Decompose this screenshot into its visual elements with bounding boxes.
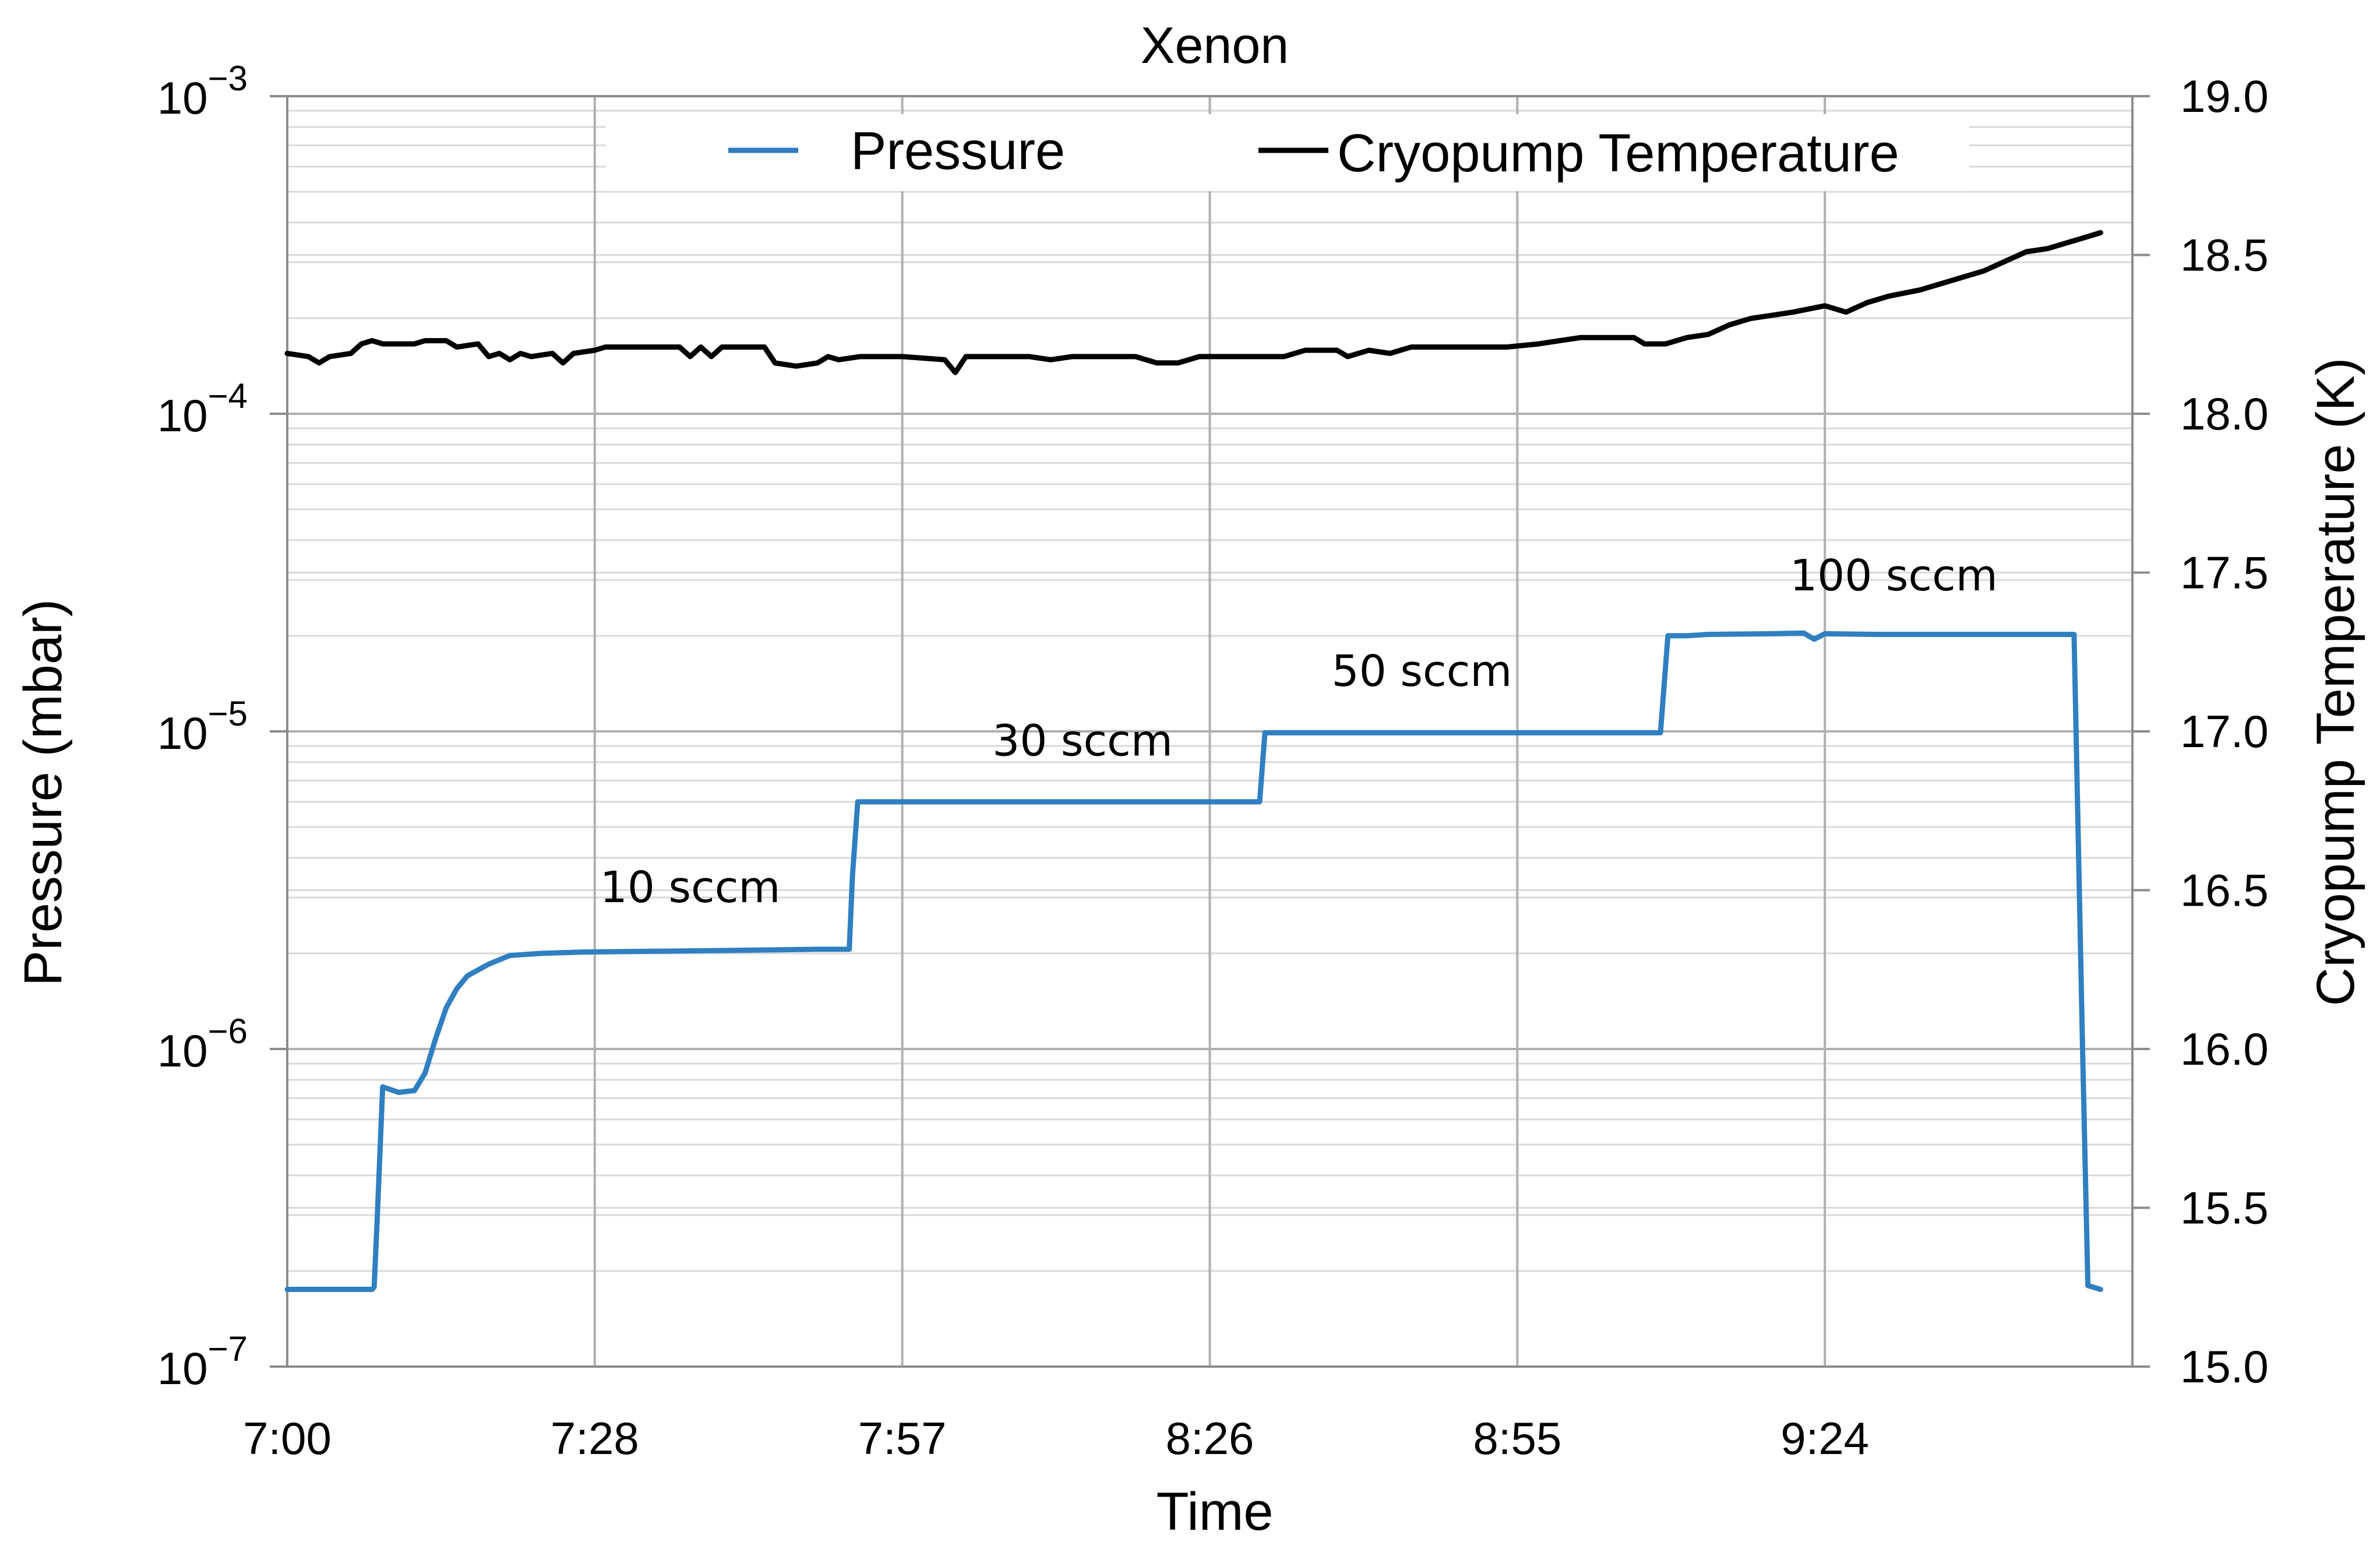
y-axis-title-left: Pressure (mbar) — [13, 599, 73, 987]
y-left-tick-exponent: −7 — [208, 1329, 248, 1368]
legend: Pressure Cryopump Temperature — [606, 114, 1969, 191]
x-tick-label: 7:28 — [551, 1413, 639, 1464]
y-left-tick-exponent: −6 — [208, 1012, 248, 1051]
y-right-tick-label: 15.5 — [2180, 1182, 2269, 1234]
y-axis-title-right: Cryopump Temperature (K) — [2306, 358, 2365, 1006]
y-right-tick-label: 16.0 — [2180, 1023, 2269, 1075]
annotation-layer: 10 sccm 30 sccm 50 sccm 100 sccm — [600, 551, 1998, 913]
y-right-tick-label: 18.5 — [2180, 230, 2269, 281]
y-left-tick-label: 10−7 — [157, 1329, 248, 1394]
axis-ticks — [270, 95, 2150, 1368]
x-tick-label: 9:24 — [1780, 1413, 1869, 1464]
y-right-tick-label: 17.5 — [2180, 547, 2269, 599]
temperature-series-line — [284, 230, 2103, 375]
x-tick-label: 8:55 — [1473, 1413, 1561, 1464]
y-left-tick-label: 10−4 — [157, 376, 248, 441]
x-tick-label: 8:26 — [1166, 1413, 1254, 1464]
y-right-tick-labels: 15.0 15.5 16.0 16.5 17.0 17.5 18.0 18.5 19.0 — [2180, 71, 2269, 1392]
series-layer — [284, 230, 2103, 1292]
y-left-tick-base: 10 — [157, 1343, 208, 1394]
y-left-tick-exponent: −3 — [208, 59, 248, 98]
y-left-tick-base: 10 — [157, 1025, 208, 1076]
y-left-tick-exponent: −4 — [208, 376, 248, 416]
flow-rate-annotation: 10 sccm — [600, 862, 781, 913]
y-left-tick-labels: 10−710−610−510−410−3 — [157, 59, 248, 1394]
x-tick-label: 7:00 — [243, 1413, 332, 1464]
flow-rate-annotation: 30 sccm — [992, 716, 1173, 766]
y-right-tick-label: 17.0 — [2180, 706, 2269, 757]
x-tick-labels: 7:00 7:28 7:57 8:26 8:55 9:24 — [243, 1413, 1869, 1464]
flow-rate-annotation: 100 sccm — [1790, 551, 1998, 601]
y-left-tick-exponent: −5 — [208, 694, 248, 733]
x-axis-title: Time — [1156, 1482, 1273, 1541]
y-left-tick-base: 10 — [157, 707, 208, 759]
x-tick-label: 7:57 — [858, 1413, 947, 1464]
y-left-tick-base: 10 — [157, 390, 208, 441]
y-left-tick-label: 10−6 — [157, 1012, 248, 1076]
legend-label-temperature: Cryopump Temperature — [1337, 124, 1899, 183]
y-left-tick-base: 10 — [157, 72, 208, 124]
y-left-tick-label: 10−3 — [157, 59, 248, 124]
y-right-tick-label: 18.0 — [2180, 388, 2269, 439]
chart-title: Xenon — [1141, 16, 1289, 74]
flow-rate-annotation: 50 sccm — [1332, 646, 1512, 696]
y-left-tick-label: 10−5 — [157, 694, 248, 759]
pressure-series-line — [284, 630, 2103, 1292]
legend-label-pressure: Pressure — [851, 121, 1065, 181]
y-right-tick-label: 15.0 — [2180, 1341, 2269, 1392]
y-right-tick-label: 16.5 — [2180, 865, 2269, 916]
y-right-tick-label: 19.0 — [2180, 71, 2269, 122]
